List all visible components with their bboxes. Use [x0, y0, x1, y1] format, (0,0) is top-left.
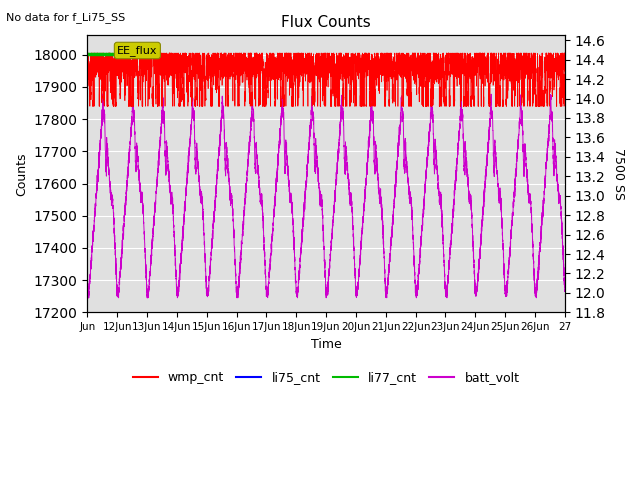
Title: Flux Counts: Flux Counts	[281, 15, 371, 30]
Text: No data for f_Li75_SS: No data for f_Li75_SS	[6, 12, 125, 23]
X-axis label: Time: Time	[310, 337, 341, 351]
Y-axis label: 7500 SS: 7500 SS	[612, 148, 625, 200]
Text: EE_flux: EE_flux	[117, 45, 157, 56]
Legend: wmp_cnt, li75_cnt, li77_cnt, batt_volt: wmp_cnt, li75_cnt, li77_cnt, batt_volt	[128, 366, 524, 389]
Y-axis label: Counts: Counts	[15, 152, 28, 196]
